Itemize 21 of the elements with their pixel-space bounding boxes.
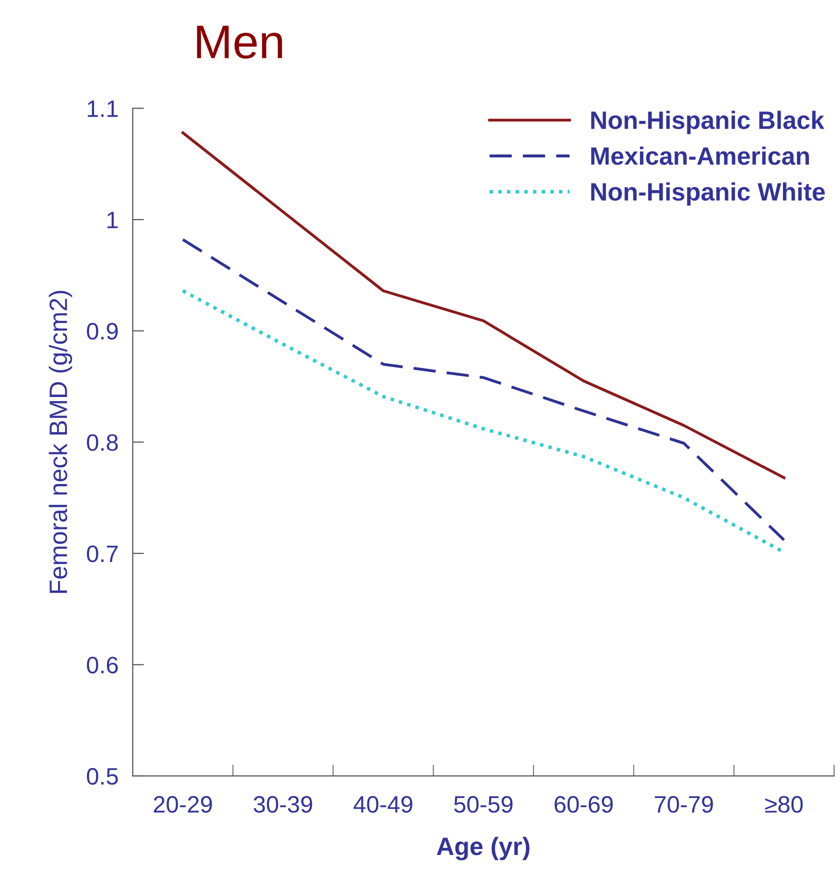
- y-tick-label: 0.5: [86, 768, 118, 785]
- x-tick-label: 30-39: [254, 796, 312, 813]
- x-axis-title: Age (yr): [436, 836, 530, 860]
- x-tick-label: 40-49: [354, 796, 412, 813]
- y-tick-label: 1.1: [88, 100, 118, 117]
- legend-label: Non-Hispanic Black: [591, 110, 824, 134]
- y-tick-label: 0.6: [86, 656, 118, 674]
- x-tick-label: 70-79: [654, 796, 713, 813]
- y-tick-label: 0.7: [86, 545, 118, 562]
- y-tick-label: 0.8: [86, 434, 118, 451]
- y-tick-label: 0.9: [86, 322, 118, 340]
- x-tick-label: ≥80: [765, 796, 803, 813]
- x-tick-label: 20-29: [154, 796, 212, 813]
- y-tick-label: 1: [108, 212, 118, 228]
- y-axis-title: Femoral neck BMD (g/cm2): [48, 290, 72, 593]
- legend-label: Mexican-American: [591, 146, 809, 165]
- x-tick-label: 60-69: [554, 796, 613, 813]
- x-tick-label: 50-59: [454, 796, 512, 813]
- line-series: [181, 238, 786, 542]
- chart-title: Men: [197, 26, 282, 59]
- legend-label: Non-Hispanic White: [591, 182, 825, 206]
